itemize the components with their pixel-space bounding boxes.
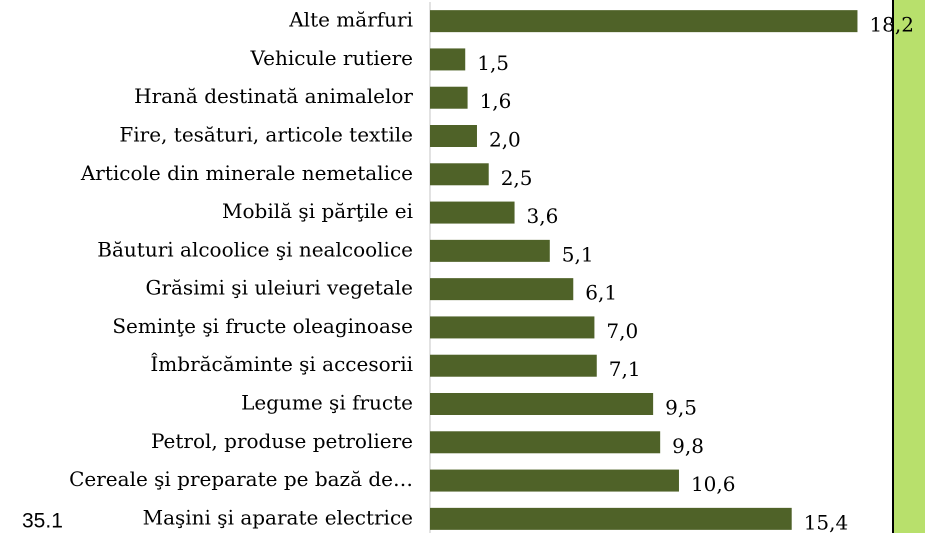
value-label: 9,8 [672, 434, 704, 458]
value-label: 7,1 [609, 357, 641, 381]
y-tick-label: Băuturi alcoolice şi nealcoolice [97, 237, 413, 261]
bar [430, 10, 858, 33]
y-tick-label: Articole din minerale nemetalice [80, 161, 413, 185]
y-tick-label: Legume şi fructe [241, 391, 413, 415]
y-tick-label: Petrol, produse petroliere [151, 429, 413, 453]
y-tick-label: Fire, tesături, articole textile [119, 123, 413, 147]
value-label: 18,2 [869, 13, 914, 37]
bar [430, 316, 595, 339]
bar [430, 431, 661, 454]
y-tick-label: Cereale şi preparate pe bază de… [69, 467, 413, 491]
side-strip [893, 0, 925, 533]
value-label: 2,0 [489, 128, 521, 152]
bar [430, 393, 654, 415]
bar [430, 163, 489, 186]
bar [430, 507, 792, 530]
bar [430, 469, 679, 492]
y-tick-label: Grăsimi şi uleiuri vegetale [145, 276, 413, 300]
bar [430, 278, 574, 301]
value-label: 2,5 [501, 166, 533, 190]
annotation: 35.1 [22, 510, 63, 533]
y-tick-label: Vehicule rutiere [250, 46, 414, 70]
y-tick-label: Hrană destinată animalelor [134, 84, 413, 108]
value-label: 9,5 [665, 396, 697, 420]
value-label: 7,0 [606, 319, 638, 343]
y-tick-label: Maşini şi aparate electrice [143, 505, 413, 529]
value-label: 1,5 [477, 51, 509, 75]
bar [430, 86, 468, 109]
value-label: 5,1 [562, 242, 594, 266]
y-tick-label: Alte mărfuri [288, 8, 413, 32]
bar [430, 125, 477, 147]
value-label: 1,6 [480, 89, 512, 113]
bar [430, 48, 466, 71]
value-label: 15,4 [804, 510, 849, 533]
bar [430, 201, 515, 224]
y-tick-label: Îmbrăcăminte şi accesorii [150, 352, 413, 376]
y-tick-label: Seminţe şi fructe oleaginoase [112, 314, 413, 338]
bar [430, 354, 597, 377]
y-tick-label: Mobilă şi părţile ei [222, 199, 413, 223]
value-label: 6,1 [585, 281, 617, 305]
value-label: 10,6 [691, 472, 736, 496]
bar [430, 239, 550, 262]
value-label: 3,6 [527, 204, 559, 228]
